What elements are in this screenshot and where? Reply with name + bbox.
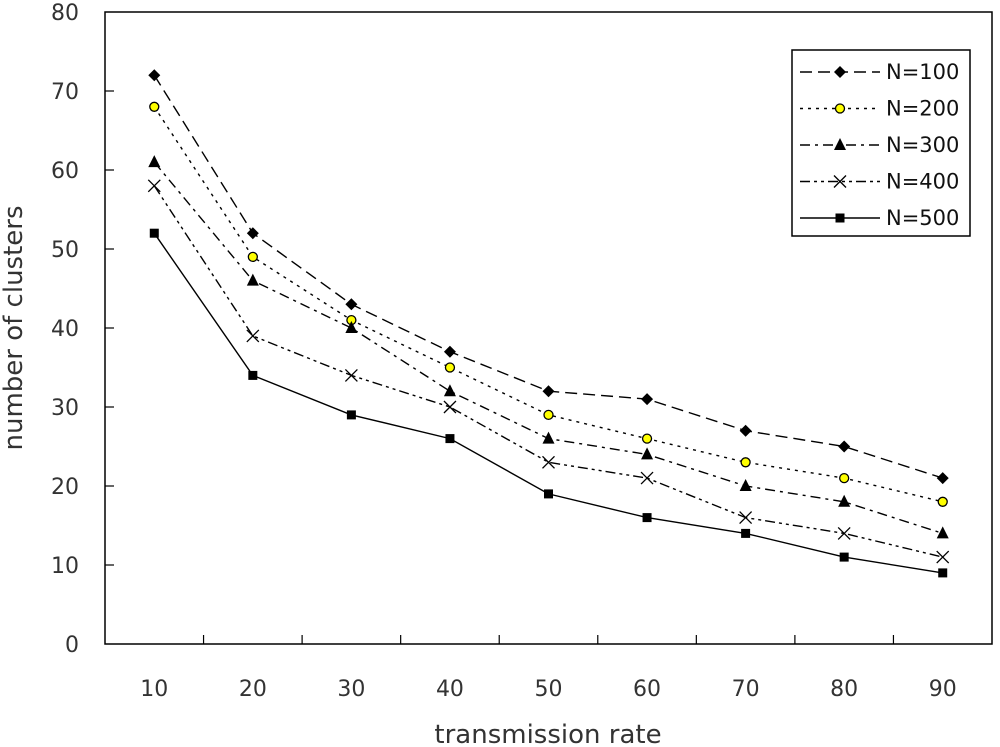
legend-label: N=100	[886, 60, 959, 84]
legend-label: N=300	[886, 133, 959, 157]
data-point	[938, 568, 948, 578]
data-point	[936, 526, 949, 539]
y-tick-label: 80	[51, 1, 79, 26]
legend-swatch-marker	[833, 175, 847, 188]
data-point	[345, 298, 358, 311]
data-point	[839, 472, 850, 484]
data-point	[346, 410, 356, 420]
data-point	[739, 424, 752, 437]
legend-item: N=500	[800, 206, 959, 230]
data-point	[542, 455, 555, 469]
data-point	[740, 457, 751, 468]
y-tick-label: 10	[51, 554, 79, 579]
data-point	[445, 434, 455, 444]
data-point	[837, 526, 851, 540]
data-point	[838, 494, 851, 507]
y-tick-label: 40	[51, 317, 79, 342]
legend-swatch-marker	[835, 213, 845, 223]
data-point	[642, 513, 652, 523]
x-axis-title: transmission rate	[434, 720, 661, 747]
y-tick-label: 0	[65, 633, 79, 658]
x-axis-ticks: 10 20 30 40 50 60 70 80 90	[140, 635, 957, 702]
x-tick-label: 30	[337, 677, 365, 702]
data-point	[936, 472, 949, 485]
y-tick-label: 70	[51, 80, 79, 105]
x-tick-label: 70	[732, 677, 760, 702]
data-point	[345, 321, 358, 333]
data-point	[443, 345, 456, 358]
data-point	[246, 227, 259, 240]
x-tick-label: 80	[830, 677, 858, 702]
legend-box	[791, 49, 971, 237]
data-point	[544, 489, 553, 499]
series-N=400	[147, 179, 950, 564]
data-point	[147, 179, 161, 193]
data-point	[543, 409, 554, 421]
data-point	[838, 440, 851, 453]
x-tick-label: 10	[140, 677, 168, 702]
legend-label: N=500	[886, 206, 959, 230]
y-tick-label: 20	[51, 475, 79, 500]
data-point	[641, 447, 654, 460]
data-point	[149, 101, 160, 112]
data-point	[247, 251, 258, 263]
series-layer	[147, 69, 950, 578]
data-point	[443, 400, 457, 414]
data-point	[641, 393, 654, 406]
legend-item: N=300	[800, 133, 959, 157]
data-point	[741, 528, 751, 538]
legend-label: N=400	[886, 170, 959, 194]
legend-item: N=200	[800, 97, 959, 121]
data-point	[542, 385, 555, 398]
data-point	[640, 471, 654, 485]
data-point	[443, 384, 456, 397]
y-axis-title: number of clusters	[0, 205, 29, 450]
legend-label: N=200	[886, 97, 959, 121]
legend-swatch-marker	[834, 66, 846, 78]
legend-item: N=400	[800, 170, 959, 194]
data-point	[739, 479, 752, 491]
data-point	[542, 431, 555, 444]
series-line	[153, 106, 943, 503]
x-tick-label: 20	[239, 677, 267, 702]
data-point	[246, 329, 260, 343]
data-point	[739, 511, 753, 525]
x-tick-label: 50	[535, 677, 563, 702]
series-N=200	[149, 101, 948, 507]
series-N=300	[148, 155, 949, 539]
data-point	[148, 155, 161, 168]
series-N=100	[148, 69, 949, 485]
data-point	[641, 433, 653, 444]
x-tick-label: 40	[436, 677, 464, 702]
x-tick-label: 60	[633, 677, 661, 702]
y-tick-label: 60	[51, 159, 79, 184]
data-point	[936, 550, 950, 564]
legend: N=100 N=200 N=300 N=400 N=500	[791, 49, 971, 237]
series-N=500	[149, 228, 948, 578]
legend-swatch-marker	[834, 103, 846, 114]
y-axis-ticks: 0 10 20 30 40 50 60 70 80	[51, 1, 114, 658]
data-point	[839, 552, 849, 562]
data-point	[444, 362, 456, 373]
y-tick-label: 30	[51, 396, 79, 421]
data-point	[344, 368, 358, 382]
legend-swatch-marker	[834, 138, 846, 150]
data-point	[246, 273, 259, 286]
x-tick-label: 90	[929, 677, 957, 702]
data-point	[248, 370, 258, 380]
legend-item: N=100	[800, 60, 959, 84]
y-tick-label: 50	[51, 238, 79, 263]
data-point	[149, 228, 159, 238]
data-point	[148, 69, 161, 82]
data-point	[937, 496, 948, 507]
